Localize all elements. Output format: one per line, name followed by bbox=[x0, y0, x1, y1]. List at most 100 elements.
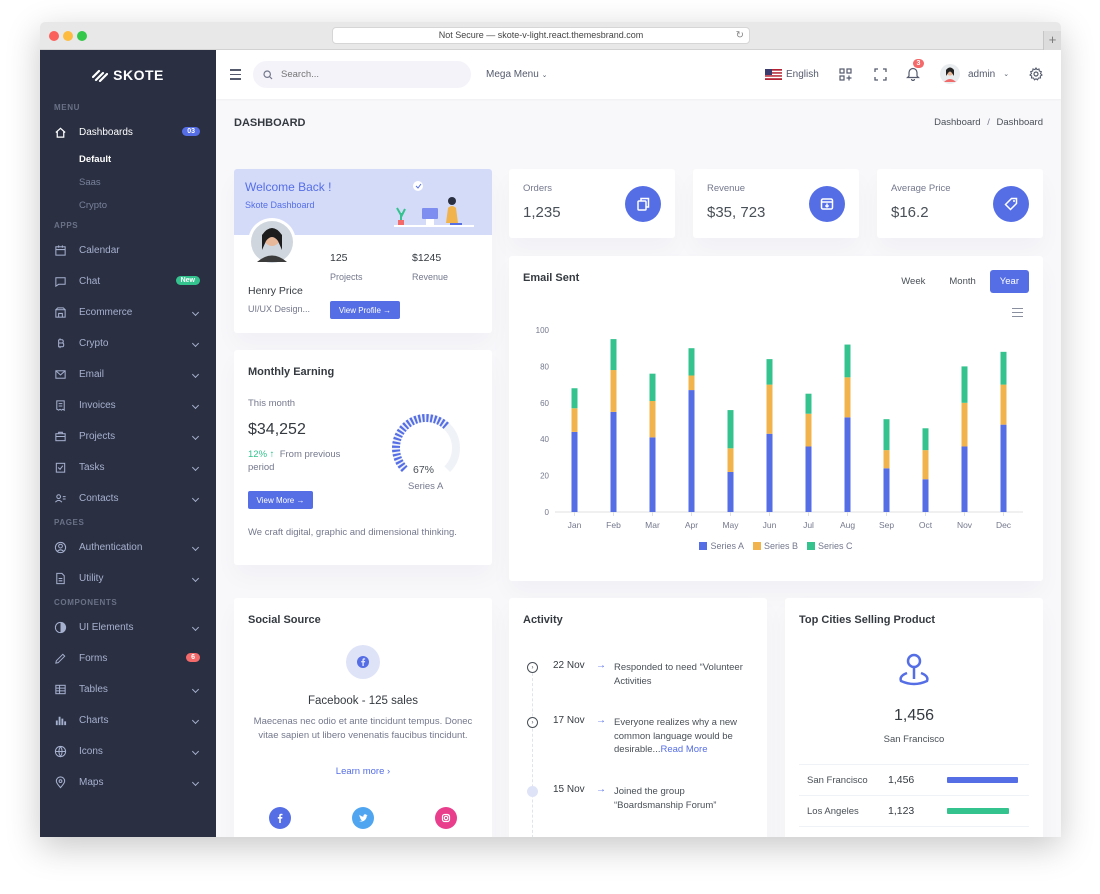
apps-grid-icon[interactable] bbox=[839, 68, 852, 81]
sidebar-item-contacts[interactable]: Contacts bbox=[40, 483, 216, 514]
brand-logo[interactable]: SKOTE bbox=[40, 50, 216, 99]
tab-month[interactable]: Month bbox=[949, 276, 976, 287]
bar-series-c-jul[interactable] bbox=[805, 393, 812, 414]
instagram-icon[interactable] bbox=[435, 807, 457, 829]
bar-series-a-jul[interactable] bbox=[805, 446, 812, 512]
search-input[interactable] bbox=[281, 69, 451, 80]
bar-series-a-nov[interactable] bbox=[961, 446, 968, 512]
sidebar-item-tables[interactable]: Tables bbox=[40, 674, 216, 705]
bar-series-b-apr[interactable] bbox=[688, 375, 695, 391]
tab-year[interactable]: Year bbox=[989, 270, 1029, 293]
calendar-icon bbox=[54, 244, 67, 257]
sidebar-item-chat[interactable]: Chat New bbox=[40, 266, 216, 297]
bar-series-a-jun[interactable] bbox=[766, 433, 773, 512]
sidebar-item-calendar[interactable]: Calendar bbox=[40, 235, 216, 266]
tab-week[interactable]: Week bbox=[901, 276, 926, 287]
chart-menu-icon[interactable] bbox=[1012, 308, 1023, 317]
new-tab-button[interactable]: + bbox=[1043, 31, 1061, 50]
sidebar-item-crypto[interactable]: Crypto bbox=[40, 328, 216, 359]
user-menu[interactable]: admin ⌄ bbox=[940, 64, 1009, 84]
home-icon bbox=[54, 126, 67, 139]
sidebar-item-ecommerce[interactable]: Ecommerce bbox=[40, 297, 216, 328]
minimize-window-button[interactable] bbox=[63, 31, 73, 41]
bar-series-b-dec[interactable] bbox=[1000, 384, 1007, 425]
bar-series-c-jun[interactable] bbox=[766, 359, 773, 385]
fullscreen-icon[interactable] bbox=[874, 68, 887, 81]
bar-series-a-sep[interactable] bbox=[883, 468, 890, 512]
sidebar-item-forms[interactable]: Forms 6 bbox=[40, 643, 216, 674]
maximize-window-button[interactable] bbox=[77, 31, 87, 41]
bar-series-a-may[interactable] bbox=[727, 471, 734, 512]
earning-period: This month bbox=[248, 398, 295, 409]
bar-series-c-dec[interactable] bbox=[1000, 351, 1007, 385]
bar-series-a-feb[interactable] bbox=[610, 411, 617, 512]
y-tick-label: 20 bbox=[540, 472, 549, 481]
chevron-down-icon bbox=[191, 432, 200, 441]
learn-more-link[interactable]: Learn more › bbox=[234, 766, 492, 777]
bar-series-a-jan[interactable] bbox=[571, 431, 578, 512]
bar-series-c-may[interactable] bbox=[727, 410, 734, 449]
sidebar-item-authentication[interactable]: Authentication bbox=[40, 532, 216, 563]
bar-series-b-sep[interactable] bbox=[883, 450, 890, 469]
bar-series-c-feb[interactable] bbox=[610, 339, 617, 371]
view-profile-button[interactable]: View Profile → bbox=[330, 301, 400, 319]
language-selector[interactable]: English bbox=[765, 69, 819, 80]
bar-series-b-jun[interactable] bbox=[766, 384, 773, 434]
stat-value: $16.2 bbox=[891, 204, 929, 221]
bar-series-a-aug[interactable] bbox=[844, 417, 851, 512]
bar-series-c-mar[interactable] bbox=[649, 373, 656, 401]
notifications-button[interactable]: 3 bbox=[906, 59, 924, 86]
bar-series-b-nov[interactable] bbox=[961, 402, 968, 447]
apps-section-title: Apps bbox=[54, 221, 79, 230]
breadcrumb-item[interactable]: Dashboard bbox=[934, 117, 981, 128]
legend-item[interactable]: Series B bbox=[753, 541, 798, 551]
bar-series-b-feb[interactable] bbox=[610, 370, 617, 412]
sidebar-item-dashboards[interactable]: Dashboards 03 bbox=[40, 117, 216, 148]
gauge-fill-segment bbox=[400, 464, 408, 473]
sidebar-item-email[interactable]: Email bbox=[40, 359, 216, 390]
reload-icon[interactable]: ↻ bbox=[735, 30, 744, 41]
legend-item[interactable]: Series C bbox=[807, 541, 853, 551]
chevron-down-icon bbox=[191, 463, 200, 472]
welcome-subtitle: Skote Dashboard bbox=[245, 200, 315, 210]
sidebar-item-charts[interactable]: Charts bbox=[40, 705, 216, 736]
bar-series-a-dec[interactable] bbox=[1000, 424, 1007, 512]
bar-series-a-apr[interactable] bbox=[688, 390, 695, 512]
legend-item[interactable]: Series A bbox=[699, 541, 744, 551]
sidebar-subitem-default[interactable]: Default bbox=[79, 154, 112, 165]
bar-series-a-oct[interactable] bbox=[922, 479, 929, 512]
bar-series-c-aug[interactable] bbox=[844, 344, 851, 378]
bar-series-c-apr[interactable] bbox=[688, 348, 695, 376]
sidebar-item-utility[interactable]: Utility bbox=[40, 563, 216, 594]
settings-gear-icon[interactable] bbox=[1029, 67, 1043, 81]
sidebar-item-ui-elements[interactable]: UI Elements bbox=[40, 612, 216, 643]
sidebar-item-icons[interactable]: Icons bbox=[40, 736, 216, 767]
components-section-title: Components bbox=[54, 598, 118, 607]
bar-series-c-oct[interactable] bbox=[922, 428, 929, 451]
sidebar-item-invoices[interactable]: Invoices bbox=[40, 390, 216, 421]
bar-series-b-jul[interactable] bbox=[805, 413, 812, 447]
facebook-icon[interactable] bbox=[269, 807, 291, 829]
view-more-button[interactable]: View More → bbox=[248, 491, 313, 509]
bar-series-b-aug[interactable] bbox=[844, 377, 851, 418]
address-bar[interactable]: Not Secure — skote-v-light.react.themesb… bbox=[332, 27, 750, 44]
bar-series-b-oct[interactable] bbox=[922, 450, 929, 480]
read-more-link[interactable]: Read More bbox=[660, 744, 708, 755]
hamburger-menu-icon[interactable] bbox=[230, 69, 241, 80]
sidebar-item-maps[interactable]: Maps bbox=[40, 767, 216, 798]
sidebar-item-tasks[interactable]: Tasks bbox=[40, 452, 216, 483]
twitter-icon[interactable] bbox=[352, 807, 374, 829]
sidebar-subitem-crypto[interactable]: Crypto bbox=[79, 200, 107, 211]
sidebar-subitem-saas[interactable]: Saas bbox=[79, 177, 101, 188]
bar-series-c-nov[interactable] bbox=[961, 366, 968, 403]
bar-series-b-jan[interactable] bbox=[571, 408, 578, 432]
bar-series-c-sep[interactable] bbox=[883, 419, 890, 451]
bar-series-c-jan[interactable] bbox=[571, 388, 578, 409]
bar-series-a-mar[interactable] bbox=[649, 437, 656, 512]
sidebar-item-label: UI Elements bbox=[79, 622, 134, 633]
close-window-button[interactable] bbox=[49, 31, 59, 41]
sidebar-item-projects[interactable]: Projects bbox=[40, 421, 216, 452]
mega-menu-button[interactable]: Mega Menu ⌄ bbox=[486, 69, 547, 80]
bar-series-b-may[interactable] bbox=[727, 448, 734, 472]
bar-series-b-mar[interactable] bbox=[649, 400, 656, 438]
